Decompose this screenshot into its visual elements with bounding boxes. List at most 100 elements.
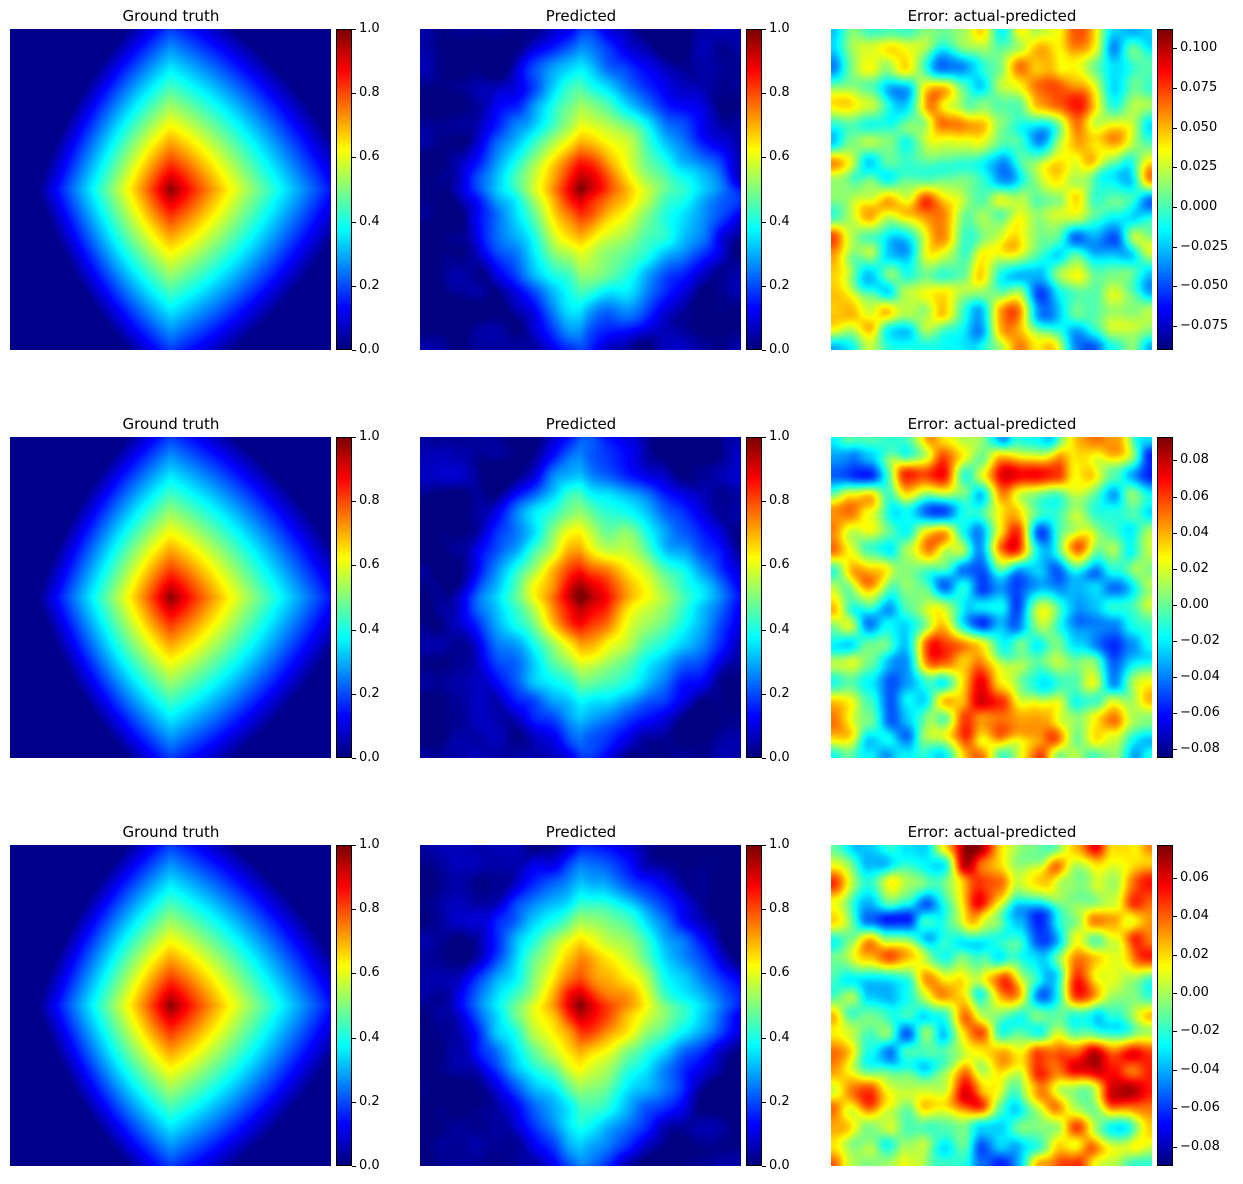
colorbar-tick-mark [1173,1069,1177,1071]
colorbar-tick-mark [352,565,356,567]
colorbar-tick-label: −0.04 [1180,668,1220,684]
colorbar-tick-mark [762,93,766,95]
colorbar-tick-label: 1.0 [359,21,380,36]
colorbar-tick-mark [1173,604,1177,606]
colorbar-tick-mark [1173,1108,1177,1110]
colorbar-tick-label: 0.4 [359,1029,380,1045]
colorbar-tick-mark [762,909,766,911]
colorbar-tick-label: 0.4 [359,621,380,637]
colorbar-tick-label: 0.0 [359,342,380,357]
colorbar-tick-mark [1173,496,1177,498]
colorbar-tick-mark [762,221,766,223]
colorbar-tick-label: −0.06 [1180,1100,1220,1116]
colorbar-tick-mark [762,350,766,351]
colorbar-tick-label: −0.075 [1180,318,1229,334]
colorbar-tick-mark [352,1101,356,1103]
colorbar-tick-mark [352,437,356,438]
colorbar-tick-mark [1173,87,1177,89]
colorbar-tick-mark [1173,748,1177,750]
heatmap-image [10,845,331,1166]
heatmap-image [831,845,1152,1166]
panel-title: Ground truth [122,823,220,841]
colorbar-tick-mark [1173,48,1177,50]
colorbar-tick-mark [352,350,356,351]
colorbar-tick-label: 0.8 [769,493,790,509]
colorbar [1157,437,1173,758]
heatmap-image [10,437,331,758]
colorbar [336,29,352,350]
colorbar-tick-label: 0.8 [359,85,380,101]
colorbar-tick-mark [762,501,766,503]
panel-title: Predicted [545,823,617,841]
colorbar-tick-label: −0.08 [1180,1138,1220,1154]
colorbar-tick-mark [352,93,356,95]
colorbar-tick-label: 0.2 [769,277,790,293]
colorbar [1157,29,1173,350]
colorbar-tick-label: 0.04 [1180,908,1209,924]
colorbar-tick-label: 0.4 [769,1029,790,1045]
colorbar-tick-label: 0.0 [359,1158,380,1173]
colorbar-tick-label: −0.04 [1180,1061,1220,1077]
colorbar-tick-label: −0.02 [1180,632,1220,648]
heatmap-image [420,29,741,350]
colorbar-tick-mark [352,693,356,695]
colorbar-tick-label: 0.06 [1180,869,1209,885]
heatmap-image [10,29,331,350]
colorbar-tick-mark [1173,1031,1177,1033]
colorbar [336,845,352,1166]
colorbar-tick-label: 0.000 [1180,198,1218,214]
colorbar-tick-label: 0.6 [359,149,380,165]
colorbar-tick-label: −0.025 [1180,238,1229,254]
colorbar-tick-label: −0.06 [1180,704,1220,720]
colorbar-tick-mark [762,29,766,30]
colorbar-tick-mark [1173,460,1177,462]
heatmap-image [420,437,741,758]
colorbar-tick-mark [352,909,356,911]
colorbar [746,845,762,1166]
colorbar-tick-label: 0.6 [769,965,790,981]
colorbar-tick-label: 0.06 [1180,488,1209,504]
panel-title: Predicted [545,415,617,433]
colorbar-tick-mark [1173,167,1177,169]
colorbar-tick-mark [1173,954,1177,956]
colorbar-tick-label: 0.0 [769,1158,790,1173]
colorbar-tick-mark [762,157,766,159]
colorbar-tick-mark [1173,877,1177,879]
colorbar-tick-label: 0.4 [769,213,790,229]
colorbar-tick-label: 0.02 [1180,560,1209,576]
colorbar-tick-label: 0.04 [1180,524,1209,540]
panel-title: Ground truth [122,7,220,25]
colorbar-tick-label: 1.0 [769,837,790,852]
colorbar-tick-label: 0.2 [359,685,380,701]
colorbar-tick-label: 0.4 [359,213,380,229]
panel-title: Ground truth [122,415,220,433]
colorbar-tick-mark [352,1166,356,1167]
colorbar-tick-label: 0.025 [1180,159,1218,175]
colorbar-tick-mark [762,973,766,975]
colorbar-tick-mark [762,565,766,567]
colorbar-tick-mark [352,501,356,503]
colorbar-tick-label: −0.02 [1180,1023,1220,1039]
colorbar-tick-mark [762,1166,766,1167]
colorbar-tick-label: 0.6 [359,557,380,573]
colorbar [336,437,352,758]
colorbar-tick-label: −0.08 [1180,740,1220,756]
colorbar [1157,845,1173,1166]
colorbar-tick-label: −0.050 [1180,278,1229,294]
colorbar-tick-mark [1173,286,1177,288]
colorbar-tick-label: 0.6 [359,965,380,981]
colorbar-tick-label: 0.100 [1180,40,1218,56]
colorbar-tick-mark [1173,993,1177,994]
colorbar-tick-label: 0.2 [769,685,790,701]
colorbar-tick-label: 1.0 [359,837,380,852]
colorbar-tick-label: 0.4 [769,621,790,637]
colorbar-tick-label: 0.0 [359,750,380,765]
colorbar-tick-mark [352,1037,356,1039]
colorbar [746,437,762,758]
colorbar-tick-mark [762,285,766,287]
panel-title: Predicted [545,7,617,25]
colorbar-tick-mark [1173,127,1177,129]
colorbar-tick-label: 1.0 [769,429,790,444]
colorbar-tick-label: 0.02 [1180,946,1209,962]
colorbar-tick-mark [1173,326,1177,328]
